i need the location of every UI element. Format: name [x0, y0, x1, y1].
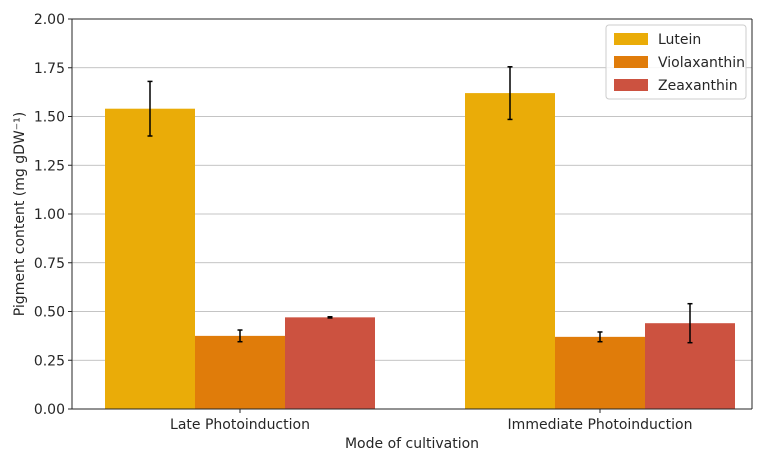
legend-swatch	[614, 33, 648, 45]
legend-swatch	[614, 56, 648, 68]
y-tick-label: 1.25	[34, 158, 65, 174]
legend-label: Violaxanthin	[658, 55, 745, 71]
error-bar	[687, 302, 693, 344]
error-bar	[507, 66, 513, 121]
x-axis-ticks: Late Photoinduction Immediate Photoinduct…	[170, 409, 692, 433]
legend: Lutein Violaxanthin Zeaxanthin	[605, 24, 747, 100]
legend-swatch	[614, 79, 648, 91]
y-tick-label: 0.00	[34, 402, 65, 418]
bar	[555, 336, 645, 409]
error-bar	[327, 316, 333, 319]
bar	[105, 108, 195, 409]
bar	[285, 317, 375, 409]
x-tick-label: Late Photoinduction	[170, 417, 310, 433]
error-bar	[237, 329, 243, 343]
y-tick-label: 0.25	[34, 353, 65, 369]
y-tick-label: 2.00	[34, 12, 65, 28]
bars	[105, 93, 735, 409]
y-tick-label: 1.50	[34, 110, 65, 126]
x-tick-label: Immediate Photoinduction	[508, 417, 693, 433]
legend-label: Lutein	[658, 32, 701, 48]
legend-item: Lutein	[614, 32, 701, 48]
error-bar	[597, 331, 603, 343]
bar	[195, 335, 285, 409]
bar	[465, 93, 555, 409]
y-axis-label: Pigment content (mg gDW⁻¹)	[12, 112, 28, 316]
legend-item: Zeaxanthin	[614, 78, 738, 94]
legend-item: Violaxanthin	[614, 55, 745, 71]
y-tick-label: 0.75	[34, 256, 65, 272]
legend-label: Zeaxanthin	[658, 78, 738, 94]
x-axis-label: Mode of cultivation	[345, 436, 479, 450]
y-tick-label: 0.50	[34, 305, 65, 321]
error-bar	[147, 80, 153, 137]
y-tick-label: 1.00	[34, 207, 65, 223]
y-axis-ticks: 0.00 0.25 0.50 0.75 1.00 1.25 1.50 1.75 2.00	[34, 12, 72, 418]
error-bars	[147, 66, 693, 344]
y-tick-label: 1.75	[34, 61, 65, 77]
